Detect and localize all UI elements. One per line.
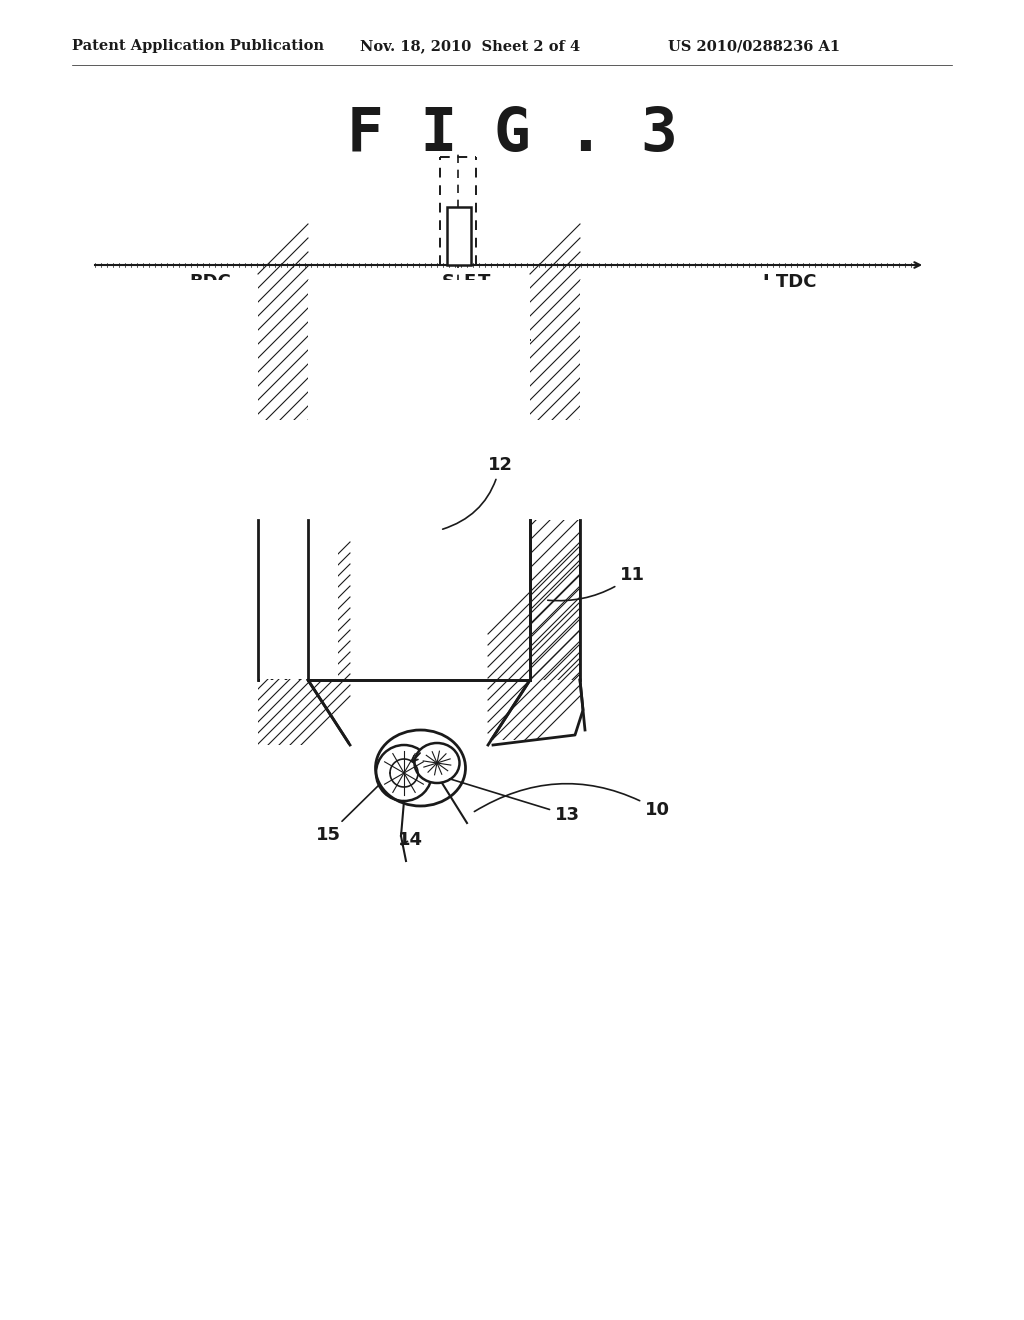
Text: BDC: BDC [189, 273, 231, 290]
Bar [0, 744, 489, 1320]
Bar [258, 680, 308, 780]
Text: F I G . 3: F I G . 3 [347, 106, 677, 165]
Bar [530, 420, 580, 520]
Text: 15: 15 [315, 785, 379, 843]
Text: Nov. 18, 2010  Sheet 2 of 4: Nov. 18, 2010 Sheet 2 of 4 [360, 40, 581, 53]
Bar [580, 280, 780, 880]
Bar [580, 319, 780, 1320]
Bar [308, 280, 530, 880]
Ellipse shape [376, 744, 432, 801]
Text: E: E [463, 273, 475, 290]
Text: 11: 11 [548, 566, 645, 601]
Ellipse shape [415, 743, 460, 783]
Bar [447, 207, 471, 265]
Bar [258, 420, 308, 520]
Text: T: T [478, 273, 490, 290]
Text: CRANK ANGLE: CRANK ANGLE [340, 312, 472, 330]
Text: 14: 14 [397, 832, 423, 849]
Text: S: S [441, 273, 455, 290]
Bar [530, 680, 580, 780]
Text: F I G . 4: F I G . 4 [347, 441, 677, 499]
Bar [0, 280, 258, 880]
Text: 13: 13 [450, 779, 580, 824]
Bar [0, 479, 338, 678]
Text: I TDC: I TDC [763, 273, 817, 290]
Bar [350, 741, 850, 1320]
Text: E″: E″ [447, 298, 468, 315]
Bar [0, 319, 258, 1320]
Text: Patent Application Publication: Patent Application Publication [72, 40, 324, 53]
Text: 10: 10 [474, 784, 670, 818]
Text: US 2010/0288236 A1: US 2010/0288236 A1 [668, 40, 840, 53]
Text: 12: 12 [442, 455, 512, 529]
